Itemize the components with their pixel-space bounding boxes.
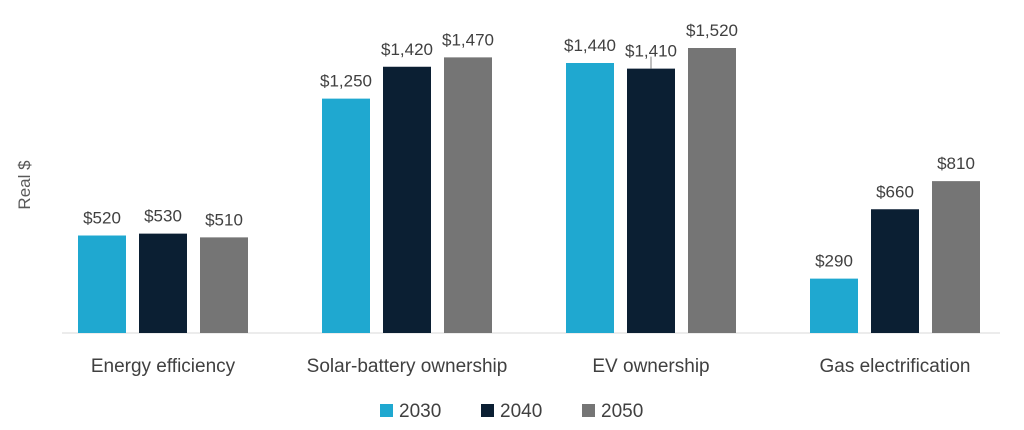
data-label-2050-1: $510: [205, 210, 243, 229]
bar-2040-2: [383, 66, 431, 333]
legend-label-2050: 2050: [601, 401, 643, 422]
bar-2040-4: [871, 209, 919, 333]
data-label-2040-2: $1,420: [381, 40, 433, 59]
legend-swatch-2040: [481, 404, 494, 417]
data-label-2040-1: $530: [144, 207, 182, 226]
data-label-2040-4: $660: [876, 182, 914, 201]
legend-label-2040: 2040: [500, 401, 542, 422]
bar-2040-3: [627, 68, 675, 333]
data-label-2040-3: $1,410: [625, 42, 677, 61]
data-label-2030-2: $1,250: [320, 72, 372, 91]
data-label-2030-3: $1,440: [564, 36, 616, 55]
bar-2040-1: [139, 233, 187, 333]
bar-2030-1: [78, 235, 126, 333]
category-label-1: Energy efficiency: [91, 356, 236, 377]
category-labels-group: Energy efficiency Solar-battery ownership…: [91, 356, 971, 377]
bar-2050-2: [444, 57, 492, 333]
data-label-2030-4: $290: [815, 252, 853, 271]
data-labels-group: $520 $530 $510 $1,250 $1,420 $1,470 $1,440 $1,4…: [83, 21, 975, 271]
bar-2050-3: [688, 48, 736, 333]
category-label-3: EV ownership: [592, 356, 709, 377]
legend: 2030 2040 2050: [380, 401, 643, 422]
bar-2030-4: [810, 278, 858, 333]
legend-swatch-2030: [380, 404, 393, 417]
y-axis-label: Real $: [15, 160, 34, 210]
data-label-2050-3: $1,520: [686, 21, 738, 40]
category-label-2: Solar-battery ownership: [307, 356, 508, 377]
bar-2030-2: [322, 98, 370, 333]
bars-group: [78, 48, 980, 333]
bar-2030-3: [566, 63, 614, 333]
bar-2050-1: [200, 237, 248, 333]
data-label-2050-2: $1,470: [442, 30, 494, 49]
category-label-4: Gas electrification: [819, 356, 970, 377]
data-label-2050-4: $810: [937, 154, 975, 173]
legend-label-2030: 2030: [399, 401, 441, 422]
y-axis-title: Real $: [15, 160, 34, 210]
bar-2050-4: [932, 181, 980, 333]
legend-swatch-2050: [582, 404, 595, 417]
data-label-2030-1: $520: [83, 209, 121, 228]
